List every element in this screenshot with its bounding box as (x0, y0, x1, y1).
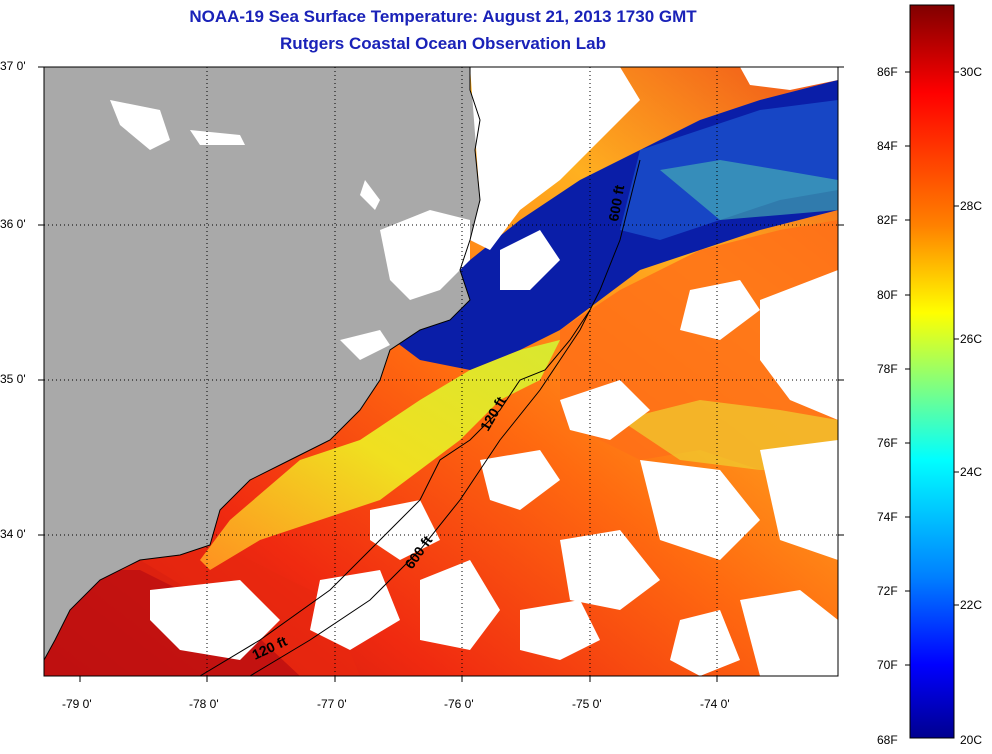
coastline (44, 67, 481, 661)
axis-ticks (38, 66, 844, 682)
cbar-f-80: 80F (877, 288, 898, 302)
lat-label-35: 35 0' (0, 372, 26, 386)
colorbar-gradient (909, 4, 955, 739)
cbar-f-84: 84F (877, 139, 898, 153)
cbar-f-86: 86F (877, 65, 898, 79)
cbar-f-68: 68F (877, 733, 898, 747)
river-white-4 (340, 330, 390, 360)
contour-label-600-north: 600 ft (605, 183, 627, 222)
cbar-c-22: 22C (960, 598, 983, 612)
pamlico-sound (380, 210, 470, 300)
cbar-f-78: 78F (877, 362, 898, 376)
cbar-c-26: 26C (960, 332, 983, 346)
river-white-1 (110, 100, 170, 150)
coastal-yellow-band (200, 340, 560, 570)
cbar-f-74: 74F (877, 510, 898, 524)
cbar-f-82: 82F (877, 213, 898, 227)
chart-title: NOAA-19 Sea Surface Temperature: August … (189, 7, 697, 26)
cbar-f-72: 72F (877, 584, 898, 598)
lon-label-74: -74 0' (700, 697, 730, 711)
cbar-f-70: 70F (877, 658, 898, 672)
cold-water-cyan (660, 160, 838, 220)
cbar-c-24: 24C (960, 465, 983, 479)
lon-label-78: -78 0' (189, 697, 219, 711)
lon-label-79: -79 0' (62, 697, 92, 711)
lon-label-77: -77 0' (317, 697, 347, 711)
river-white-2 (190, 130, 245, 145)
river-white-3 (360, 180, 380, 210)
colorbar-ticks (905, 71, 959, 666)
contour-120ft (199, 309, 591, 676)
map-frame (43, 66, 839, 677)
lat-label-37: 37 0' (0, 59, 26, 73)
lat-label-34: 34 0' (0, 527, 26, 541)
cbar-c-28: 28C (960, 199, 983, 213)
lat-label-36: 36 0' (0, 217, 26, 231)
chart-subtitle: Rutgers Coastal Ocean Observation Lab (280, 34, 606, 53)
cbar-c-30: 30C (960, 65, 983, 79)
land (44, 67, 480, 660)
cbar-f-76: 76F (877, 436, 898, 450)
contour-600ft (249, 159, 641, 676)
graticule (44, 67, 838, 676)
cbar-c-20: 20C (960, 733, 983, 747)
cloud-mask (150, 67, 838, 676)
lon-label-76: -76 0' (444, 697, 474, 711)
lon-label-75: -75 0' (572, 697, 602, 711)
